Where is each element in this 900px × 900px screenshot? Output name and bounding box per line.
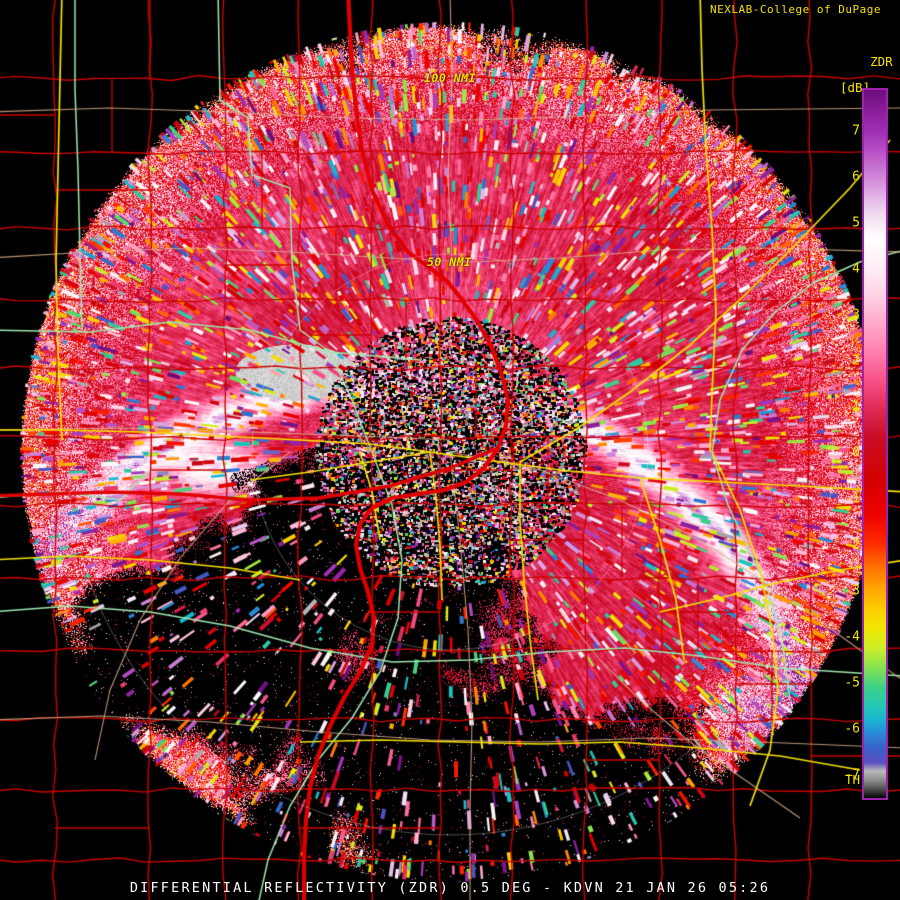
colorbar-tick-6: 6	[852, 169, 860, 185]
colorbar-tick-neg1: -1	[844, 491, 860, 507]
colorbar[interactable]	[862, 88, 888, 800]
colorbar-tick-neg3: -3	[844, 583, 860, 599]
colorbar-tick-4: 4	[852, 261, 860, 277]
colorbar-frame	[862, 88, 888, 800]
colorbar-tick-1: 1	[852, 399, 860, 415]
colorbar-tick-5: 5	[852, 215, 860, 231]
colorbar-tick-0: 0	[852, 445, 860, 461]
colorbar-gradient	[864, 90, 886, 798]
colorbar-below-threshold-label: TH	[844, 771, 860, 787]
colorbar-tick-neg2: -2	[844, 537, 860, 553]
colorbar-tick-2: 2	[852, 353, 860, 369]
colorbar-tick-3: 3	[852, 307, 860, 323]
colorbar-tick-neg6: -6	[844, 721, 860, 737]
colorbar-tick-labels: 7 6 5 4 3 2 1 0 -1 -2 -3 -4 -5 -6 -7 TH	[838, 88, 860, 800]
colorbar-tick-neg7: -7	[844, 767, 860, 783]
colorbar-tick-7: 7	[852, 123, 860, 139]
colorbar-tick-neg4: -4	[844, 629, 860, 645]
colorbar-tick-neg5: -5	[844, 675, 860, 691]
